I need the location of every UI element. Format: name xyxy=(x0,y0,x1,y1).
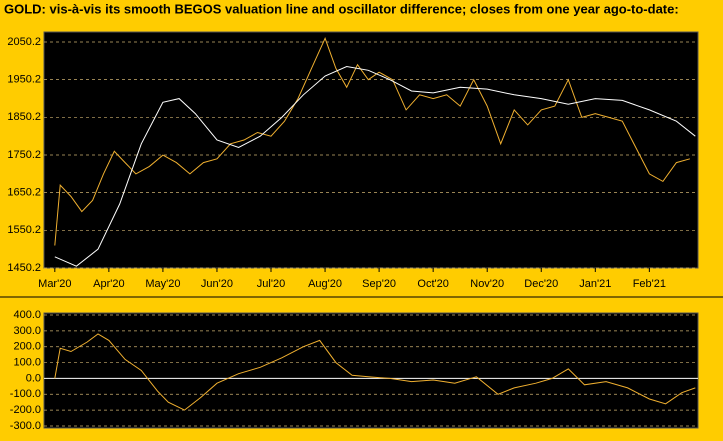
y-tick-label: -300.0 xyxy=(10,420,41,432)
x-tick-label: Aug'20 xyxy=(308,278,342,290)
x-tick-label: Dec'20 xyxy=(524,278,558,290)
y-tick-label: 1850.2 xyxy=(7,111,41,123)
x-tick-label: Jan'21 xyxy=(579,278,611,290)
y-tick-label: 0.0 xyxy=(26,372,41,384)
y-tick-label: 100.0 xyxy=(13,356,41,368)
y-tick-label: 1550.2 xyxy=(7,224,41,236)
y-tick-label: 1950.2 xyxy=(7,74,41,86)
y-tick-label: -100.0 xyxy=(10,388,41,400)
data-line xyxy=(54,333,696,411)
x-tick-label: Nov'20 xyxy=(470,278,504,290)
y-tick-label: 1450.2 xyxy=(7,262,41,274)
data-line xyxy=(54,36,691,246)
x-tick-label: Mar'20 xyxy=(38,278,71,290)
x-tick-label: Feb'21 xyxy=(633,278,666,290)
x-tick-label: Apr'20 xyxy=(93,278,124,290)
y-tick-label: 1650.2 xyxy=(7,187,41,199)
data-line xyxy=(54,65,696,267)
y-tick-label: -200.0 xyxy=(10,404,41,416)
y-tick-label: 300.0 xyxy=(13,325,41,337)
x-tick-label: Jun'20 xyxy=(201,278,233,290)
y-tick-label: 400.0 xyxy=(13,309,41,321)
x-tick-label: May'20 xyxy=(145,278,180,290)
y-tick-label: 200.0 xyxy=(13,341,41,353)
y-tick-label: 2050.2 xyxy=(7,36,41,48)
x-tick-label: Jul'20 xyxy=(257,278,285,290)
chart-title: GOLD: vis-à-vis its smooth BEGOS valuati… xyxy=(4,1,679,16)
x-tick-label: Sep'20 xyxy=(362,278,396,290)
x-tick-label: Oct'20 xyxy=(417,278,448,290)
plot-area xyxy=(43,312,699,429)
y-tick-label: 1750.2 xyxy=(7,149,41,161)
plot-area xyxy=(43,31,699,269)
